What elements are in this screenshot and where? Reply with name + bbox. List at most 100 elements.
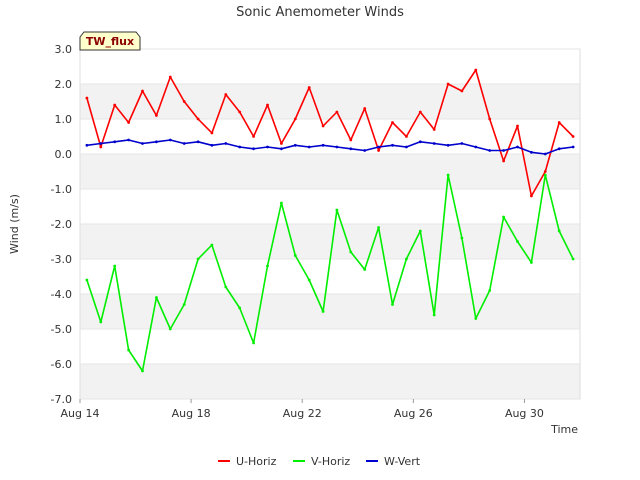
- data-point-w-vert: [321, 143, 325, 147]
- data-point-u-horiz: [238, 110, 242, 114]
- data-point-w-vert: [377, 145, 380, 149]
- grid-band: [80, 84, 580, 119]
- data-point-v-horiz: [474, 317, 478, 320]
- data-point-u-horiz: [280, 142, 283, 145]
- data-point-u-horiz: [543, 170, 547, 173]
- data-point-u-horiz: [141, 89, 144, 93]
- data-point-v-horiz: [293, 254, 297, 257]
- data-point-w-vert: [196, 140, 200, 144]
- data-point-u-horiz: [99, 145, 103, 149]
- data-point-v-horiz: [335, 208, 339, 212]
- y-axis-title: Wind (m/s): [8, 194, 21, 254]
- data-point-u-horiz: [474, 68, 478, 72]
- data-point-u-horiz: [488, 117, 492, 121]
- data-point-u-horiz: [557, 121, 561, 124]
- legend-label-u-horiz: U-Horiz: [236, 455, 277, 468]
- data-point-w-vert: [307, 145, 311, 149]
- data-point-v-horiz: [516, 240, 519, 243]
- data-point-v-horiz: [224, 285, 228, 289]
- data-point-u-horiz: [85, 96, 89, 100]
- data-point-w-vert: [488, 149, 492, 152]
- data-point-v-horiz: [418, 229, 422, 233]
- data-point-u-horiz: [432, 128, 436, 131]
- data-point-w-vert: [335, 145, 339, 149]
- data-point-u-horiz: [210, 131, 214, 135]
- data-point-v-horiz: [446, 173, 450, 177]
- data-point-v-horiz: [266, 264, 269, 268]
- x-tick-label: Aug 22: [283, 407, 322, 420]
- data-point-v-horiz: [155, 296, 158, 299]
- data-point-u-horiz: [446, 82, 450, 86]
- data-point-u-horiz: [530, 194, 533, 198]
- data-point-v-horiz: [280, 201, 283, 205]
- data-point-w-vert: [363, 149, 367, 152]
- data-point-w-vert: [502, 149, 505, 152]
- data-point-u-horiz: [502, 159, 505, 163]
- series-line-u-horiz: [86, 69, 574, 197]
- y-tick-label: 1.0: [55, 113, 73, 126]
- data-point-v-horiz: [99, 320, 103, 324]
- grid-band: [80, 154, 580, 189]
- site-label-box: [79, 31, 141, 51]
- y-tick-label: -3.0: [51, 253, 72, 266]
- grid-band: [80, 329, 580, 364]
- y-tick-label: -5.0: [51, 323, 72, 336]
- data-point-u-horiz: [293, 117, 297, 121]
- data-point-v-horiz: [182, 303, 186, 306]
- data-point-u-horiz: [460, 89, 464, 93]
- data-point-u-horiz: [377, 149, 380, 152]
- series-line-v-horiz: [86, 174, 574, 372]
- data-point-w-vert: [405, 145, 408, 149]
- data-point-w-vert: [446, 143, 450, 147]
- x-axis-title: Time: [550, 423, 578, 436]
- y-tick-label: 3.0: [55, 43, 73, 56]
- legend-label-w-vert: W-Vert: [384, 455, 421, 468]
- data-point-w-vert: [141, 142, 144, 145]
- y-axis-ticks: 3.0 2.0 1.0 0.0 -1.0 -2.0 -3.0 -4.0 -5.0 -6.0 -7.0: [51, 43, 580, 406]
- data-point-u-horiz: [571, 135, 575, 138]
- data-point-v-horiz: [530, 261, 533, 264]
- data-point-w-vert: [210, 143, 214, 147]
- data-point-u-horiz: [224, 93, 228, 96]
- x-tick-label: Aug 14: [61, 407, 100, 420]
- site-label: TW_flux: [86, 35, 134, 48]
- data-point-v-horiz: [432, 313, 436, 317]
- data-point-v-horiz: [252, 341, 256, 345]
- data-point-w-vert: [113, 140, 117, 144]
- grid-band: [80, 119, 580, 154]
- data-point-v-horiz: [363, 268, 367, 271]
- data-point-w-vert: [168, 138, 172, 142]
- data-point-v-horiz: [349, 250, 353, 254]
- grid-band: [80, 224, 580, 259]
- data-point-v-horiz: [127, 348, 130, 352]
- data-point-w-vert: [571, 145, 575, 149]
- x-tick-label: Aug 30: [505, 407, 544, 420]
- grid-band: [80, 364, 580, 399]
- data-point-v-horiz: [210, 243, 214, 247]
- data-point-v-horiz: [571, 257, 575, 261]
- data-point-w-vert: [516, 145, 519, 149]
- x-tick-label: Aug 26: [394, 407, 433, 420]
- grid-band: [80, 49, 580, 84]
- data-point-u-horiz: [196, 117, 200, 121]
- data-point-v-horiz: [543, 173, 547, 177]
- data-point-v-horiz: [377, 226, 380, 229]
- y-tick-label: 2.0: [55, 78, 73, 91]
- legend-label-v-horiz: V-Horiz: [311, 455, 350, 468]
- data-point-v-horiz: [238, 306, 242, 310]
- data-point-w-vert: [530, 150, 533, 154]
- series-line-w-vert: [86, 139, 574, 155]
- data-point-w-vert: [155, 140, 158, 144]
- site-label-tag: TW_flux: [79, 31, 141, 51]
- chart-title: Sonic Anemometer Winds: [236, 5, 404, 20]
- x-axis-ticks: Aug 14 Aug 18 Aug 22 Aug 26 Aug 30: [61, 399, 544, 420]
- data-point-w-vert: [280, 147, 283, 151]
- data-point-w-vert: [432, 142, 436, 145]
- data-point-u-horiz: [418, 110, 422, 114]
- data-point-u-horiz: [155, 114, 158, 117]
- data-point-u-horiz: [335, 110, 339, 114]
- data-point-w-vert: [252, 147, 256, 151]
- data-point-w-vert: [349, 147, 353, 151]
- y-tick-label: -7.0: [51, 393, 72, 406]
